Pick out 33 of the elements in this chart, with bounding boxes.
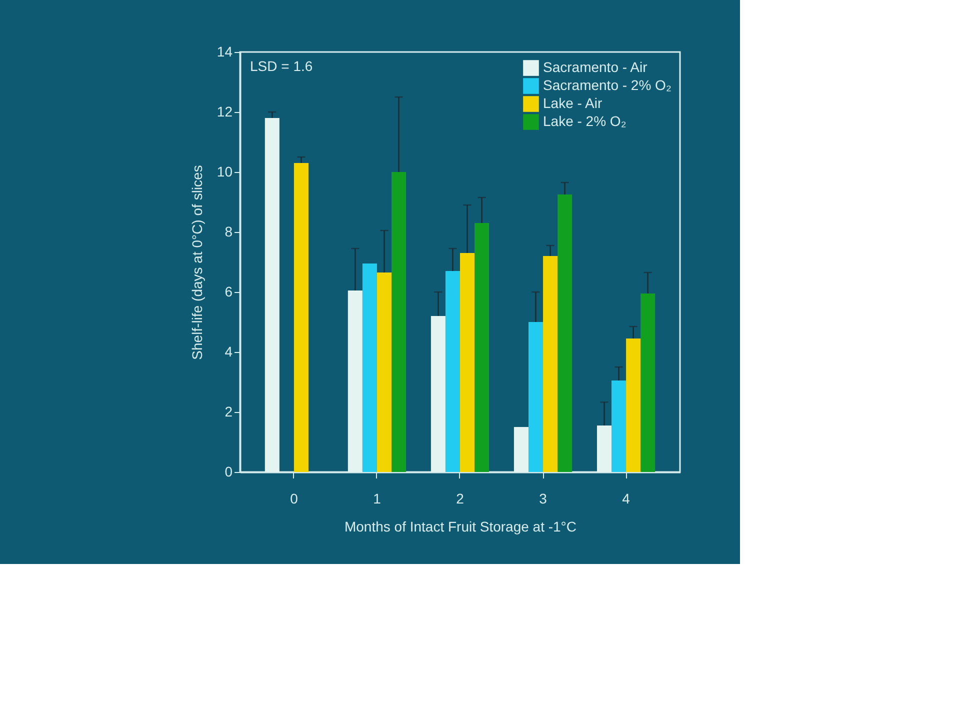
bar [640,294,656,472]
legend-label: Sacramento - 2% O₂ [543,77,672,93]
bar [376,272,392,472]
y-tick-label: 0 [224,464,233,480]
bar [474,223,490,472]
y-axis-title: Shelf-life (days at 0°C) of slices [188,165,205,360]
y-tick-label: 8 [224,224,233,240]
x-tick-label: 4 [622,490,630,506]
y-tick-label: 10 [216,164,233,180]
x-axis-title: Months of Intact Fruit Storage at -1°C [344,518,577,534]
legend-label: Sacramento - Air [543,59,648,75]
annotation: LSD = 1.6 [250,58,313,74]
x-tick-label: 0 [290,490,298,506]
x-tick-label: 2 [456,490,464,506]
bar [558,194,572,472]
bar [294,163,308,472]
bar [612,380,626,472]
bar [392,172,406,472]
bar [528,322,544,472]
y-tick-label: 4 [224,344,233,360]
y-tick-label: 14 [216,44,233,60]
bar [626,338,641,472]
bar [362,264,377,472]
x-tick-label: 3 [539,490,548,506]
legend-label: Lake - 2% O₂ [543,113,626,129]
bar [543,256,558,472]
x-tick-label: 1 [373,490,382,506]
legend-label: Lake - Air [543,95,602,111]
y-tick-label: 2 [224,404,233,420]
y-tick-label: 6 [224,284,233,300]
bar [460,253,475,472]
bar [445,271,460,472]
y-tick-label: 12 [216,104,233,120]
